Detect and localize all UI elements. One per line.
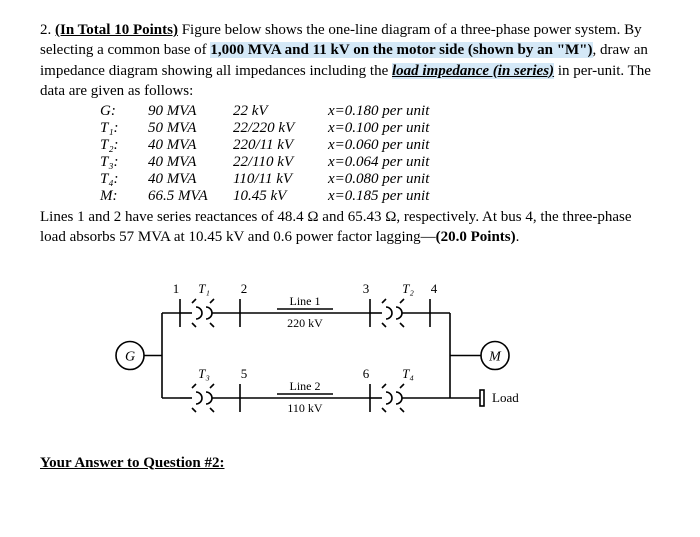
lines-text-2: . [516, 229, 520, 245]
svg-text:220 kV: 220 kV [287, 316, 323, 330]
comp-x: x=0.185 per unit [328, 188, 439, 205]
comp-label: T₃: [100, 154, 148, 171]
svg-text:1: 1 [173, 281, 180, 296]
component-data-table: G:90 MVA22 kVx=0.180 per unitT₁:50 MVA22… [100, 103, 439, 205]
problem-statement: 2. (In Total 10 Points) Figure below sho… [40, 20, 660, 101]
svg-text:T₃: T₃ [198, 366, 210, 381]
comp-kv: 22/220 kV [233, 120, 328, 137]
table-row: M:66.5 MVA10.45 kVx=0.185 per unit [100, 188, 439, 205]
svg-text:G: G [125, 349, 135, 364]
comp-x: x=0.080 per unit [328, 171, 439, 188]
lines-description: Lines 1 and 2 have series reactances of … [40, 207, 660, 248]
comp-mva: 66.5 MVA [148, 188, 233, 205]
table-row: T₁:50 MVA22/220 kVx=0.100 per unit [100, 120, 439, 137]
lines-points: (20.0 Points) [436, 229, 516, 245]
comp-kv: 22/110 kV [233, 154, 328, 171]
comp-label: T₄: [100, 171, 148, 188]
table-row: G:90 MVA22 kVx=0.180 per unit [100, 103, 439, 120]
comp-x: x=0.064 per unit [328, 154, 439, 171]
svg-text:Line 1: Line 1 [290, 294, 321, 308]
base-spec: 1,000 MVA and 11 kV on the motor side (s… [210, 42, 592, 58]
svg-text:T₄: T₄ [402, 366, 414, 381]
comp-kv: 22 kV [233, 103, 328, 120]
comp-kv: 110/11 kV [233, 171, 328, 188]
svg-text:Line 2: Line 2 [290, 379, 321, 393]
svg-text:6: 6 [363, 366, 370, 381]
points-label: (In Total 10 Points) [55, 22, 178, 38]
comp-mva: 40 MVA [148, 171, 233, 188]
comp-mva: 90 MVA [148, 103, 233, 120]
svg-text:Load: Load [492, 390, 519, 405]
one-line-diagram: G 1 T₁ 2 Line 1 220 kV 3 T₂ 4 T₃ 5 Line 2 110 kV 6 T₄ M… [100, 263, 540, 443]
answer-prompt: Your Answer to Question #2: [40, 455, 660, 472]
comp-x: x=0.100 per unit [328, 120, 439, 137]
svg-text:2: 2 [241, 281, 248, 296]
comp-x: x=0.060 per unit [328, 137, 439, 154]
load-impedance: load impedance (in series) [392, 63, 554, 79]
comp-mva: 40 MVA [148, 137, 233, 154]
svg-text:T₂: T₂ [402, 281, 414, 296]
lines-text-1: Lines 1 and 2 have series reactances of … [40, 209, 632, 245]
comp-kv: 10.45 kV [233, 188, 328, 205]
svg-text:T₁: T₁ [198, 281, 210, 296]
comp-mva: 50 MVA [148, 120, 233, 137]
svg-text:110 kV: 110 kV [287, 401, 323, 415]
table-row: T₄:40 MVA110/11 kVx=0.080 per unit [100, 171, 439, 188]
comp-label: M: [100, 188, 148, 205]
table-row: T₃:40 MVA22/110 kVx=0.064 per unit [100, 154, 439, 171]
table-row: T₂:40 MVA220/11 kVx=0.060 per unit [100, 137, 439, 154]
comp-mva: 40 MVA [148, 154, 233, 171]
comp-x: x=0.180 per unit [328, 103, 439, 120]
comp-label: T₁: [100, 120, 148, 137]
comp-label: T₂: [100, 137, 148, 154]
svg-text:M: M [488, 349, 502, 364]
svg-text:4: 4 [431, 281, 438, 296]
svg-text:3: 3 [363, 281, 370, 296]
svg-text:5: 5 [241, 366, 248, 381]
comp-label: G: [100, 103, 148, 120]
comp-kv: 220/11 kV [233, 137, 328, 154]
problem-number: 2. [40, 22, 51, 38]
